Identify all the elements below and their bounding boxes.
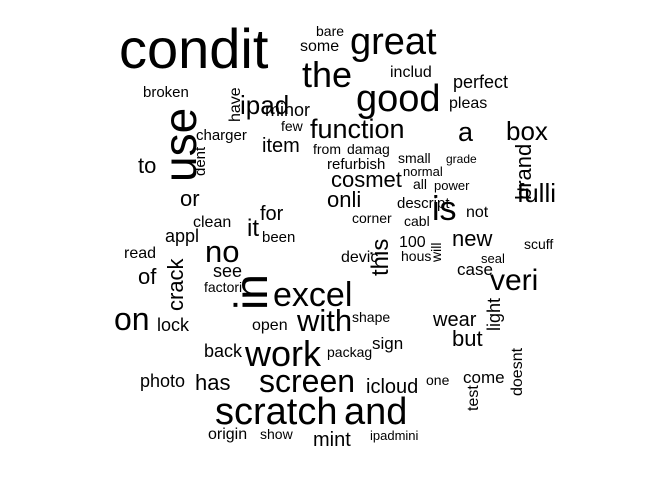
- word-show: show: [260, 426, 294, 442]
- word-brand: brand: [511, 144, 536, 200]
- word-for: for: [260, 203, 284, 225]
- word-hous: hous: [401, 248, 431, 264]
- word-work: work: [244, 333, 322, 374]
- word-new: new: [452, 226, 492, 251]
- word-scuff: scuff: [524, 236, 553, 252]
- word-crack: crack: [163, 257, 188, 311]
- word-cabl: cabl: [404, 213, 430, 229]
- word-cosmet: cosmet: [331, 167, 402, 192]
- word-not: not: [466, 204, 489, 221]
- word-includ: includ: [390, 64, 432, 81]
- word-come: come: [463, 368, 505, 387]
- word-case: case: [457, 260, 493, 279]
- word-test: test: [465, 385, 482, 411]
- word-bare: bare: [316, 23, 344, 39]
- word-power: power: [434, 178, 470, 193]
- word-this: this: [367, 239, 394, 276]
- word-on: on: [114, 301, 150, 337]
- word-box: box: [506, 116, 548, 146]
- word-charger: charger: [196, 127, 247, 144]
- word-has: has: [195, 370, 230, 395]
- word-from: from: [313, 141, 341, 157]
- word-lock: lock: [157, 315, 190, 335]
- word-packag: packag: [327, 344, 372, 360]
- word-condit: condit: [119, 17, 269, 80]
- word-shape: shape: [352, 309, 390, 325]
- word-dent: dent: [192, 146, 209, 176]
- word-damag: damag: [347, 141, 390, 157]
- word-appl: appl: [165, 226, 199, 246]
- word-screen: screen: [259, 363, 355, 399]
- word-perfect: perfect: [453, 72, 508, 92]
- word-no: no: [205, 234, 239, 269]
- word-read: read: [124, 245, 156, 262]
- word-wear: wear: [432, 309, 477, 331]
- word-doesnt: doesnt: [509, 347, 526, 396]
- word-great: great: [350, 21, 437, 63]
- word-open: open: [252, 317, 288, 334]
- word-see: see: [213, 261, 242, 281]
- word-grade: grade: [446, 152, 477, 166]
- word-is: is: [432, 190, 457, 228]
- word-to: to: [138, 153, 156, 178]
- word-seal: seal: [481, 251, 505, 266]
- word-been: been: [262, 229, 295, 246]
- word-good: good: [356, 78, 441, 120]
- word-devic: devic: [341, 249, 378, 266]
- word-minor: minor: [265, 100, 310, 120]
- word-small: small: [398, 150, 431, 166]
- word-icloud: icloud: [366, 376, 418, 398]
- word-normal: normal: [403, 164, 443, 179]
- word-fulli: fulli: [517, 178, 556, 208]
- word-mint: mint: [313, 429, 351, 451]
- word-have: have: [227, 87, 244, 122]
- word-100: 100: [399, 234, 426, 251]
- word-one: one: [426, 372, 450, 388]
- word-scratch: scratch: [215, 391, 337, 433]
- word-light: light: [484, 298, 504, 331]
- word-or: or: [180, 186, 200, 211]
- word-descript: descript: [397, 195, 450, 212]
- word-few: few: [281, 118, 304, 134]
- word-clean: clean: [193, 214, 231, 231]
- word-back: back: [204, 341, 243, 361]
- word-sign: sign: [372, 334, 403, 353]
- word-use: use: [154, 108, 206, 182]
- word-the: the: [302, 54, 352, 95]
- word-a: a: [458, 117, 474, 147]
- word-origin: origin: [208, 426, 247, 443]
- word-function: function: [310, 114, 405, 144]
- word-with: with: [296, 303, 352, 338]
- word-excel: excel: [273, 276, 352, 314]
- word-ipad: ipad: [240, 90, 289, 120]
- word-photo: photo: [140, 371, 185, 391]
- word-refurbish: refurbish: [327, 156, 385, 173]
- word-veri: veri: [490, 264, 538, 297]
- word-will: will: [428, 243, 444, 263]
- word-pleas: pleas: [449, 95, 487, 112]
- word-broken: broken: [143, 84, 189, 101]
- word-factori: factori: [204, 279, 242, 295]
- word-it: it: [247, 215, 259, 242]
- word-of: of: [138, 264, 157, 289]
- word-some: some: [300, 38, 339, 55]
- word-onli: onli: [327, 187, 361, 212]
- word-but: but: [452, 326, 483, 351]
- word-and: and: [344, 391, 407, 433]
- word-corner: corner: [352, 210, 392, 226]
- word-item: item: [262, 135, 300, 157]
- word-all: all: [413, 176, 427, 192]
- word-ipadmini: ipadmini: [370, 428, 419, 443]
- word-in: in: [225, 274, 277, 310]
